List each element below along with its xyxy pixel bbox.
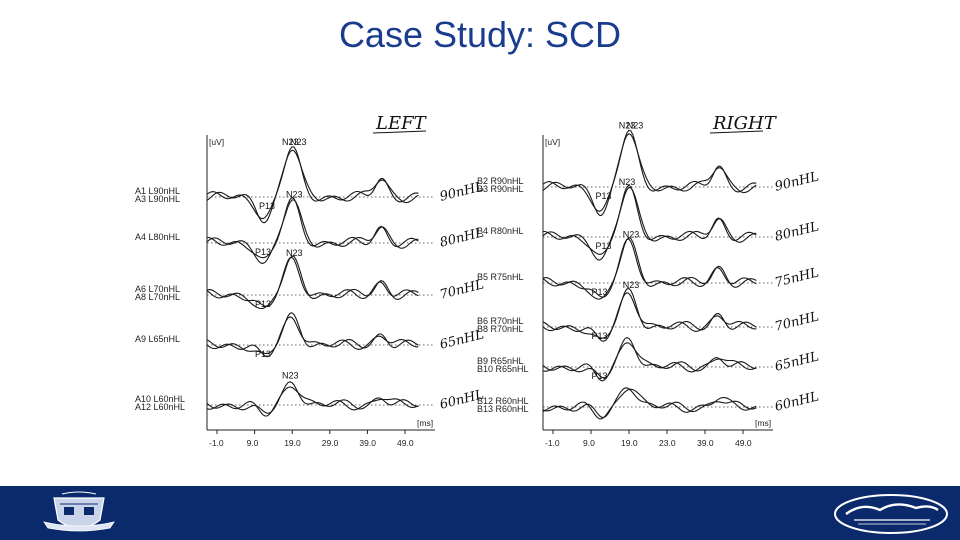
x-tick-label: 39.0 xyxy=(697,438,714,448)
peak-label: P13 xyxy=(592,331,608,341)
waveform-trace xyxy=(206,199,419,264)
peak-label: N23 xyxy=(619,177,636,187)
handwritten-level: 60nHL xyxy=(773,389,820,414)
handwritten-level: 80nHL xyxy=(773,219,820,244)
henry-ford-health-system-logo xyxy=(834,494,948,534)
vemp-waveform-figure: LEFT[uV]-1.0 9.0 19.0 29.0 39.0 49.0[ms]A1 L9… xyxy=(135,113,820,448)
henry-ford-crest-logo xyxy=(43,491,115,532)
intensity-label: B13 R60nHL xyxy=(477,404,529,414)
waveform-trace xyxy=(543,184,757,255)
waveform-trace xyxy=(206,256,419,308)
intensity-label: A12 L60nHL xyxy=(135,402,185,412)
waveform-trace xyxy=(206,146,419,220)
peak-label: N23 xyxy=(623,280,640,290)
waveform-trace xyxy=(206,255,419,310)
intensity-label: B12 R60nHL xyxy=(477,396,529,406)
peak-label: N23 xyxy=(282,371,299,381)
title-underline xyxy=(372,130,427,134)
intensity-label: A6 L70nHL xyxy=(135,284,180,294)
x-tick-label: 49.0 xyxy=(735,438,752,448)
x-tick-label: -1.0 xyxy=(209,438,224,448)
peak-label: N23 xyxy=(286,189,303,199)
intensity-label: B10 R65nHL xyxy=(477,364,529,374)
peak-label: P13 xyxy=(259,201,275,211)
waveform-trace xyxy=(206,316,419,358)
waveform-trace xyxy=(207,196,419,259)
waveform-trace xyxy=(542,336,757,379)
waveform-trace xyxy=(542,187,757,261)
x-axis-label: [ms] xyxy=(755,418,771,428)
x-tick-label: 49.0 xyxy=(397,438,414,448)
intensity-label: A4 L80nHL xyxy=(135,232,180,242)
peak-label: N23 xyxy=(286,248,303,258)
intensity-label: A10 L60nHL xyxy=(135,394,185,404)
waveform-trace xyxy=(542,388,757,420)
waveform-trace xyxy=(542,238,757,298)
waveform-trace xyxy=(542,133,757,216)
x-tick-label: 19.0 xyxy=(621,438,638,448)
intensity-label: A8 L70nHL xyxy=(135,292,180,302)
intensity-label: B3 R90nHL xyxy=(477,184,524,194)
peak-label: P13 xyxy=(592,371,608,381)
peak-label: N23 xyxy=(282,137,299,147)
x-tick-label: 9.0 xyxy=(247,438,259,448)
waveform-trace xyxy=(206,149,419,224)
x-tick-label: 19.0 xyxy=(284,438,301,448)
y-axis-label: [uV] xyxy=(545,137,560,147)
intensity-label: B4 R80nHL xyxy=(477,226,524,236)
handwritten-level: 65nHL xyxy=(773,349,820,374)
intensity-label: B6 R70nHL xyxy=(477,316,524,326)
x-tick-label: 9.0 xyxy=(583,438,595,448)
peak-label: N23 xyxy=(290,137,307,147)
peak-label: P13 xyxy=(592,287,608,297)
handwritten-level: 75nHL xyxy=(773,265,820,290)
x-axis-label: [ms] xyxy=(417,418,433,428)
y-axis-label: [uV] xyxy=(209,137,224,147)
slide-title: Case Study: SCD xyxy=(338,14,622,55)
waveform-trace xyxy=(206,381,419,414)
peak-label: P13 xyxy=(255,299,271,309)
waveform-trace xyxy=(542,236,757,300)
handwritten-level: 70nHL xyxy=(773,309,820,334)
title-underline xyxy=(709,130,764,134)
footer-bar xyxy=(0,486,960,540)
peak-label: N23 xyxy=(627,121,644,131)
intensity-label: A3 L90nHL xyxy=(135,194,180,204)
intensity-label: B2 R90nHL xyxy=(477,176,524,186)
peak-label: N23 xyxy=(623,229,640,239)
peak-label: P13 xyxy=(255,349,271,359)
x-tick-label: -1.0 xyxy=(545,438,560,448)
waveform-trace xyxy=(542,287,757,339)
waveform-trace xyxy=(542,387,757,419)
panel-title: RIGHT xyxy=(712,113,778,134)
panel-title: LEFT xyxy=(375,113,428,134)
peak-label: P13 xyxy=(255,247,271,257)
x-tick-label: 39.0 xyxy=(359,438,376,448)
peak-label: N23 xyxy=(619,121,636,131)
peak-label: P13 xyxy=(596,241,612,251)
waveform-trace xyxy=(542,342,757,382)
intensity-label: B8 R70nHL xyxy=(477,324,524,334)
intensity-label: B9 R65nHL xyxy=(477,356,524,366)
intensity-label: A1 L90nHL xyxy=(135,186,180,196)
waveform-trace xyxy=(542,129,757,212)
handwritten-level: 90nHL xyxy=(773,169,820,194)
x-tick-label: 23.0 xyxy=(659,438,676,448)
waveform-trace xyxy=(206,312,419,354)
peak-label: P13 xyxy=(596,191,612,201)
x-tick-label: 29.0 xyxy=(322,438,339,448)
intensity-label: A9 L65nHL xyxy=(135,334,180,344)
waveform-trace xyxy=(206,386,419,417)
intensity-label: B5 R75nHL xyxy=(477,272,524,282)
waveform-trace xyxy=(542,292,757,342)
